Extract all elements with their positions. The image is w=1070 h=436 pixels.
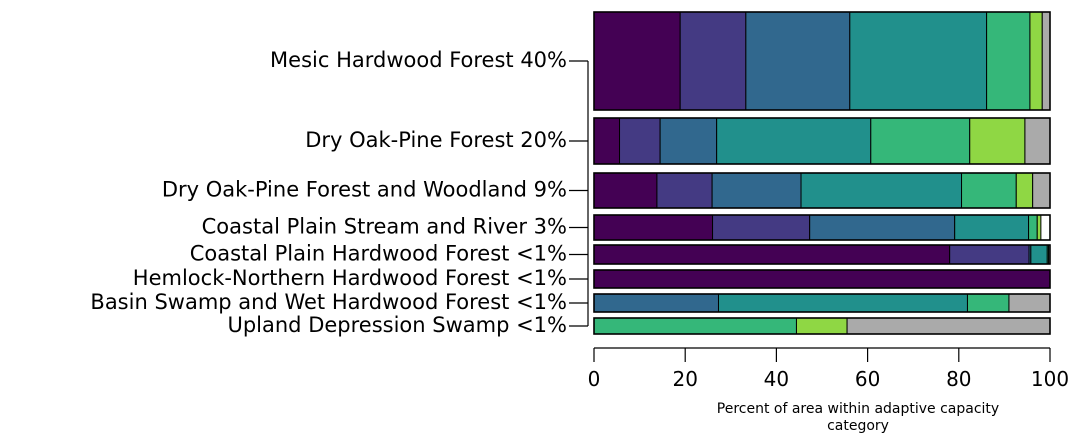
x-axis-title-line-2: category — [827, 418, 889, 434]
bar-segment-4-4 — [954, 214, 1030, 241]
x-axis-title-line-1: Percent of area within adaptive capacity — [717, 401, 999, 417]
bar-segment-6-1 — [593, 269, 1051, 289]
x-tick-label-20: 20 — [672, 367, 697, 391]
bar-outline-7 — [593, 293, 1051, 313]
bar-outline-5 — [593, 244, 1051, 265]
bar-segment-5-1 — [593, 244, 951, 265]
category-label-5: Coastal Plain Hardwood Forest <1% — [190, 242, 567, 266]
bar-segment-8-6 — [795, 317, 848, 335]
bar-segment-7-7 — [1008, 293, 1051, 313]
bar-segment-4-3 — [809, 214, 956, 241]
bar-segment-2-5 — [870, 117, 971, 165]
bar-outline-6 — [593, 269, 1051, 289]
category-label-7: Basin Swamp and Wet Hardwood Forest <1% — [90, 290, 567, 314]
category-label-8: Upland Depression Swamp <1% — [227, 313, 567, 337]
bar-segment-3-7 — [1032, 172, 1051, 209]
bar-segment-8-7 — [846, 317, 1051, 335]
category-label-2: Dry Oak-Pine Forest 20% — [305, 128, 567, 152]
x-tick-label-60: 60 — [855, 367, 880, 391]
bar-segment-2-7 — [1024, 117, 1051, 165]
bar-outline-3 — [593, 172, 1051, 209]
bar-segment-2-6 — [969, 117, 1026, 165]
category-label-3: Dry Oak-Pine Forest and Woodland 9% — [162, 178, 567, 202]
bar-segment-1-4 — [849, 11, 988, 111]
bar-segment-1-5 — [986, 11, 1031, 111]
category-label-6: Hemlock-Northern Hardwood Forest <1% — [133, 266, 567, 290]
bar-segment-2-4 — [716, 117, 872, 165]
bar-segment-3-5 — [961, 172, 1017, 209]
bar-segment-1-6 — [1029, 11, 1043, 111]
bar-segment-7-3 — [593, 293, 719, 313]
bar-outline-1 — [593, 11, 1051, 111]
x-axis: 0 20 40 60 80 100 — [588, 347, 1069, 391]
x-tick-label-100: 100 — [1031, 367, 1069, 391]
x-tick-label-80: 80 — [946, 367, 971, 391]
bar-outline-8 — [593, 317, 1051, 335]
bar-segment-4-6 — [1036, 214, 1042, 241]
bar-segment-4-2 — [712, 214, 811, 241]
bar-segment-4-1 — [593, 214, 714, 241]
bar-segment-2-1 — [593, 117, 621, 165]
bar-segment-1-7 — [1041, 11, 1051, 111]
bar-segment-2-2 — [619, 117, 661, 165]
bar-segment-1-1 — [593, 11, 681, 111]
x-tick-label-0: 0 — [588, 367, 601, 391]
bar-segment-3-2 — [656, 172, 713, 209]
bar-segment-3-1 — [593, 172, 658, 209]
bar-segment-1-3 — [745, 11, 851, 111]
x-tick-label-40: 40 — [764, 367, 789, 391]
bar-segment-3-6 — [1015, 172, 1034, 209]
bar-segment-7-4 — [717, 293, 968, 313]
bar-outline-2 — [593, 117, 1051, 165]
bar-segments — [593, 11, 1051, 335]
bar-segment-8-5 — [593, 317, 797, 335]
category-label-4: Coastal Plain Stream and River 3% — [202, 215, 567, 239]
category-labels: Mesic Hardwood Forest 40% Dry Oak-Pine Fo… — [90, 48, 589, 337]
bar-outline-4 — [593, 214, 1051, 241]
bar-segment-5-2 — [949, 244, 1030, 265]
category-label-1: Mesic Hardwood Forest 40% — [270, 48, 567, 72]
bar-segment-7-5 — [966, 293, 1010, 313]
bar-segment-4-5 — [1028, 214, 1038, 241]
bar-segment-3-3 — [711, 172, 802, 209]
bar-segment-2-3 — [659, 117, 718, 165]
bar-segment-1-2 — [679, 11, 747, 111]
bar-segment-5-4 — [1030, 244, 1048, 265]
bar-segment-3-4 — [800, 172, 963, 209]
